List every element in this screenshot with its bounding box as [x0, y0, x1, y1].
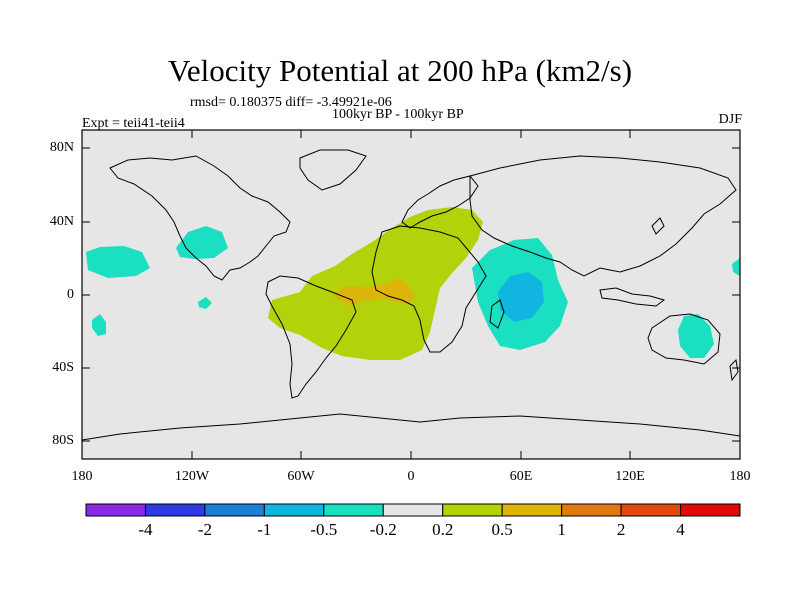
- colorbar-swatch: [620, 503, 682, 517]
- region-equatorial-atlantic-maximum: [332, 278, 415, 306]
- coast-indonesia: [599, 287, 666, 307]
- coast-asia: [469, 155, 737, 277]
- axis-ticks: [81, 130, 741, 459]
- region-atlantic-africa-positive: [268, 207, 483, 360]
- y-tick-label: 80S: [52, 433, 74, 448]
- region-indian-ocean-minimum: [498, 272, 544, 322]
- y-tick-label: 80N: [49, 140, 74, 155]
- colorbar-swatch: [680, 503, 741, 517]
- coastlines: [81, 149, 741, 441]
- y-tick-label: 0: [67, 287, 74, 302]
- x-tick-label: 180: [71, 469, 93, 484]
- coast-africa: [371, 225, 487, 353]
- colorbar-label: -0.2: [369, 520, 397, 539]
- coast-new-zealand: [729, 358, 739, 382]
- contour-fills: [86, 207, 740, 360]
- colorbar-label: -2: [197, 520, 212, 539]
- coast-madagascar: [489, 299, 505, 329]
- coast-greenland: [299, 149, 367, 191]
- colorbar-label: -4: [138, 520, 153, 539]
- colorbar-label: -0.5: [310, 520, 338, 539]
- period-text: 100kyr BP - 100kyr BP: [332, 107, 464, 122]
- colorbar-swatch: [561, 503, 622, 517]
- x-tick-label: 120E: [615, 469, 645, 484]
- x-tick-label: 60W: [287, 469, 315, 484]
- experiment-label: Expt = teii41-teii4: [82, 116, 185, 131]
- coast-japan: [651, 217, 665, 235]
- colorbar-label: 1: [557, 520, 566, 539]
- x-tick-label: 60E: [509, 469, 533, 484]
- y-tick-label: 40S: [52, 360, 74, 375]
- colorbar-swatch: [204, 503, 265, 517]
- x-tick-label: 120W: [174, 469, 210, 484]
- region-east-edge-patch: [732, 258, 740, 276]
- colorbar-swatch: [144, 503, 206, 517]
- colorbar: [85, 503, 741, 517]
- colorbar-label: 2: [616, 520, 626, 539]
- colorbar-swatch: [263, 503, 325, 517]
- coast-antarctica: [81, 413, 741, 441]
- colorbar-swatch: [501, 503, 563, 517]
- region-small-patch-1: [198, 297, 212, 309]
- region-small-patch-2: [92, 314, 106, 336]
- colorbar-label: 4: [676, 520, 685, 539]
- colorbar-swatch: [85, 503, 146, 517]
- colorbar-swatch: [382, 503, 444, 517]
- coast-south-america: [265, 275, 357, 399]
- colorbar-swatch: [442, 503, 503, 517]
- coast-australia: [647, 313, 721, 365]
- region-north-pacific-negative-west: [86, 246, 150, 278]
- coast-europe: [401, 175, 479, 229]
- x-tick-label: 0: [407, 469, 415, 484]
- y-tick-label: 40N: [49, 214, 74, 229]
- region-australia-negative: [678, 314, 714, 358]
- colorbar-label: 0.2: [432, 520, 454, 539]
- colorbar-label: 0.5: [491, 520, 513, 539]
- chart-title: Velocity Potential at 200 hPa (km2/s): [167, 53, 633, 88]
- colorbar-swatch: [323, 503, 384, 517]
- x-tick-label: 180: [729, 469, 751, 484]
- season-label: DJF: [718, 112, 742, 127]
- stats-text: rmsd= 0.180375 diff= -3.49921e-06: [190, 95, 392, 110]
- colorbar-label: -1: [257, 520, 272, 539]
- coast-north-america: [109, 155, 291, 281]
